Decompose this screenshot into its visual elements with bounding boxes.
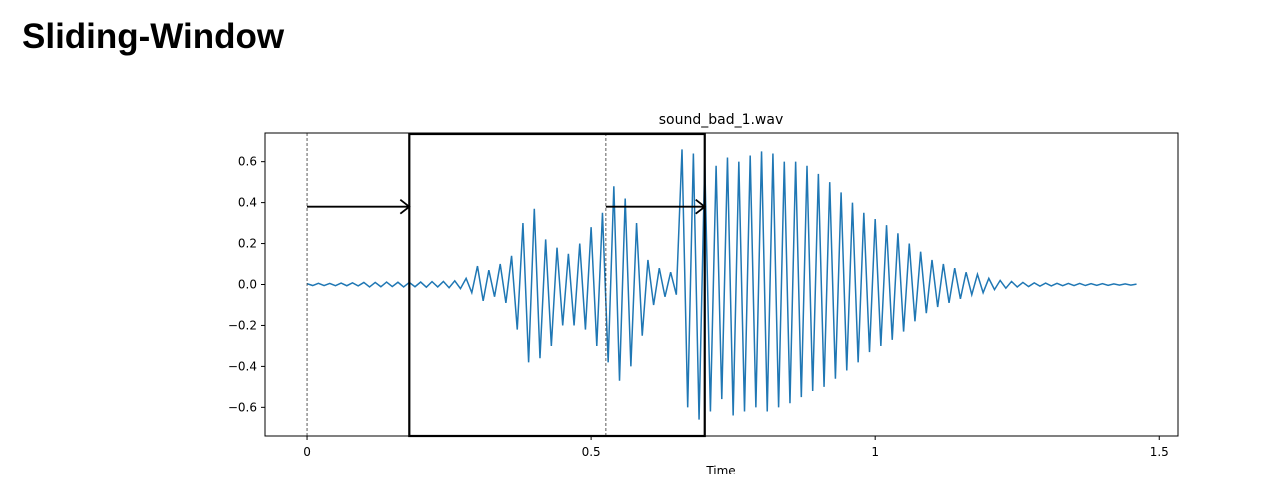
y-tick-label: 0.4 (238, 196, 257, 210)
x-tick-label: 0.5 (582, 445, 601, 459)
plot-frame (264, 132, 1179, 437)
y-tick-label: −0.4 (228, 359, 257, 373)
y-tick-label: 0.6 (238, 155, 257, 169)
y-tick-label: 0.0 (238, 278, 257, 292)
shift-arrow (605, 198, 707, 215)
waveform (306, 149, 1137, 420)
shift-arrow (307, 198, 411, 215)
y-tick-label: −0.2 (228, 318, 257, 332)
x-tick-label: 0 (303, 445, 311, 459)
x-tick-label: 1 (871, 445, 879, 459)
chart-title: sound_bad_1.wav (659, 112, 784, 128)
x-tick-label: 1.5 (1150, 445, 1169, 459)
x-axis-label: Time (705, 464, 735, 474)
sliding-window (408, 132, 706, 438)
y-tick-label: 0.2 (238, 237, 257, 251)
heading: Sliding-Window (22, 17, 285, 56)
y-tick-label: −0.6 (228, 400, 257, 414)
